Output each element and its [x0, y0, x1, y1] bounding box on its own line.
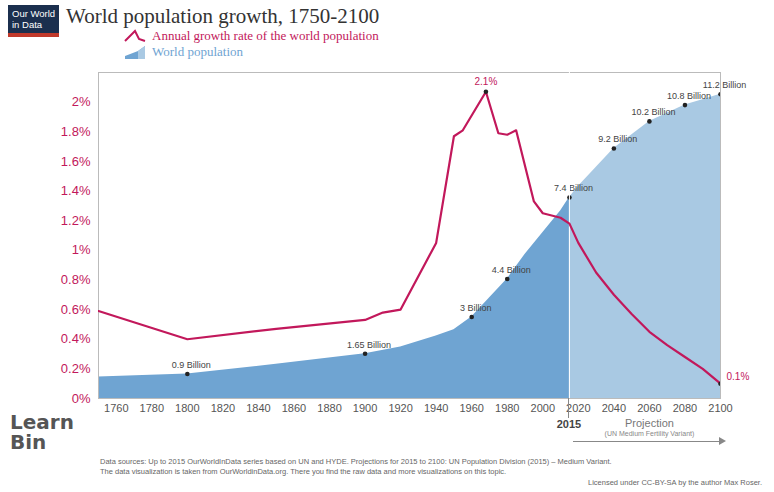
svg-text:1780: 1780: [140, 402, 164, 414]
svg-text:9.2 Billion: 9.2 Billion: [598, 134, 637, 144]
svg-text:1.2%: 1.2%: [61, 213, 91, 228]
svg-text:0.4%: 0.4%: [61, 331, 91, 346]
svg-text:1960: 1960: [459, 402, 483, 414]
svg-text:0.8%: 0.8%: [61, 272, 91, 287]
svg-text:2100: 2100: [708, 402, 732, 414]
svg-text:1.8%: 1.8%: [61, 124, 91, 139]
svg-text:1840: 1840: [246, 402, 270, 414]
html-text:World population: World population: [152, 44, 243, 59]
html-text:World population growth, 1750-: World population growth, 1750-2100: [66, 4, 380, 28]
svg-text:11.2 Billion: 11.2 Billion: [703, 80, 746, 90]
html-text:Projection: Projection: [625, 417, 674, 429]
svg-text:10.2 Billion: 10.2 Billion: [631, 107, 675, 117]
svg-text:1.6%: 1.6%: [61, 154, 91, 169]
svg-text:0%: 0%: [72, 391, 91, 406]
svg-text:0.1%: 0.1%: [727, 371, 750, 382]
html-text:Data sources: Up to 2015 OurWo: Data sources: Up to 2015 OurWorldInData …: [100, 457, 612, 466]
svg-text:0.6%: 0.6%: [61, 302, 91, 317]
svg-text:1.65 Billion: 1.65 Billion: [347, 340, 391, 350]
html-text:The data visualization is take: The data visualization is taken from Our…: [100, 467, 507, 476]
svg-text:1940: 1940: [424, 402, 448, 414]
html-text:Learn Bin: Learn Bin: [10, 410, 74, 454]
html-text:2015: 2015: [556, 418, 582, 430]
svg-text:1.4%: 1.4%: [61, 183, 91, 198]
svg-text:0.9 Billion: 0.9 Billion: [172, 360, 211, 370]
svg-text:2020: 2020: [566, 402, 590, 414]
svg-text:2%: 2%: [72, 94, 91, 109]
svg-text:10.8 Billion: 10.8 Billion: [667, 91, 711, 101]
svg-text:7.4 Billion: 7.4 Billion: [554, 183, 593, 193]
svg-text:2080: 2080: [673, 402, 697, 414]
html-text:(UN Medium Fertility Variant): (UN Medium Fertility Variant): [604, 430, 695, 437]
svg-text:1820: 1820: [211, 402, 235, 414]
html-text:Our World in Data: Our World in Data: [12, 8, 56, 30]
html-text:Annual growth rate of the worl: Annual growth rate of the world populati…: [152, 28, 379, 43]
svg-text:1%: 1%: [72, 242, 91, 257]
svg-text:1900: 1900: [353, 402, 377, 414]
svg-text:1920: 1920: [388, 402, 412, 414]
svg-text:0.2%: 0.2%: [61, 361, 91, 376]
svg-text:1980: 1980: [495, 402, 519, 414]
svg-text:1880: 1880: [317, 402, 341, 414]
svg-text:1800: 1800: [175, 402, 199, 414]
svg-text:4.4 Billion: 4.4 Billion: [492, 265, 531, 275]
svg-text:1860: 1860: [282, 402, 306, 414]
svg-text:2000: 2000: [531, 402, 555, 414]
svg-text:3 Billion: 3 Billion: [460, 303, 492, 313]
html-text:Licensed under CC-BY-SA by the: Licensed under CC-BY-SA by the author Ma…: [588, 478, 762, 487]
svg-text:1760: 1760: [104, 402, 128, 414]
svg-text:2040: 2040: [602, 402, 626, 414]
svg-text:2060: 2060: [637, 402, 661, 414]
svg-text:2.1%: 2.1%: [475, 76, 498, 87]
